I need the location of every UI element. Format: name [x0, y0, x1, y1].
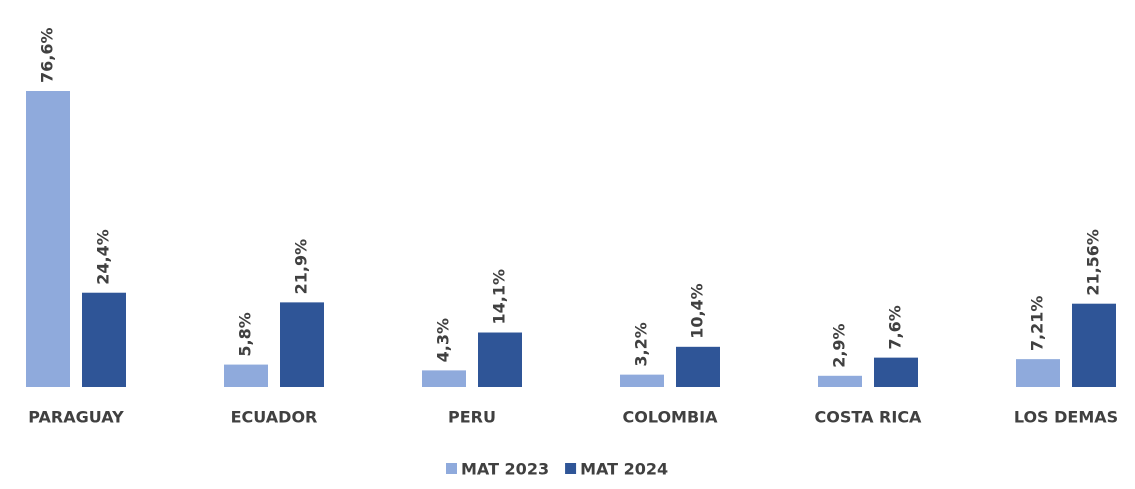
data-label: 7,6% [886, 305, 905, 349]
bar [478, 332, 522, 387]
x-tick-label: ECUADOR [231, 408, 318, 427]
bar [1072, 303, 1116, 387]
legend-label: MAT 2024 [580, 460, 668, 479]
data-label: 76,6% [38, 27, 57, 83]
data-label: 2,9% [830, 323, 849, 367]
data-label: 5,8% [236, 312, 255, 356]
legend-swatch [565, 463, 577, 474]
data-label: 4,3% [434, 318, 453, 362]
bar [82, 292, 126, 387]
bar [676, 346, 720, 387]
data-label: 21,9% [292, 239, 311, 295]
bar [280, 302, 324, 387]
data-label: 24,4% [94, 229, 113, 285]
legend-label: MAT 2023 [461, 460, 549, 479]
data-label: 21,56% [1084, 229, 1103, 296]
data-label: 10,4% [688, 283, 707, 339]
bar [620, 374, 664, 387]
data-label: 14,1% [490, 269, 509, 325]
bar [818, 375, 862, 387]
data-label: 7,21% [1028, 296, 1047, 352]
x-tick-label: LOS DEMAS [1014, 408, 1118, 427]
x-tick-label: PERU [448, 408, 496, 427]
x-tick-label: COSTA RICA [815, 408, 923, 427]
bar [1016, 359, 1060, 387]
x-tick-label: PARAGUAY [28, 408, 124, 427]
x-tick-label: COLOMBIA [622, 408, 718, 427]
bar [422, 370, 466, 387]
bar [874, 357, 918, 387]
data-label: 3,2% [632, 322, 651, 366]
bar [26, 91, 70, 387]
legend-swatch [446, 463, 457, 474]
bar [224, 364, 268, 387]
